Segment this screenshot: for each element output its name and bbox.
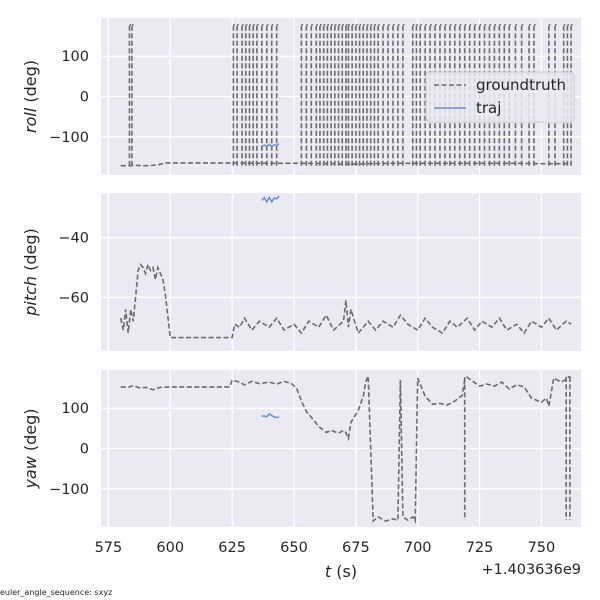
legend-label-traj: traj — [476, 99, 501, 117]
y-axis-label: roll (deg) — [21, 60, 40, 133]
y-tick-label: −60 — [58, 290, 89, 306]
subplot-yaw: −100 0 100 yaw (deg) — [21, 370, 581, 527]
x-offset-label: +1.403636e9 — [482, 562, 581, 578]
x-tick-label: 650 — [280, 540, 308, 556]
x-tick-label: 725 — [466, 540, 494, 556]
y-tick-label: 0 — [80, 90, 89, 106]
subplot-pitch: −60 −40 pitch (deg) — [21, 193, 581, 351]
x-tick-label: 625 — [218, 540, 246, 556]
y-axis-label: yaw (deg) — [21, 408, 40, 489]
x-tick-label: 675 — [342, 540, 370, 556]
y-tick-label: 100 — [61, 49, 89, 65]
legend-label-groundtruth: groundtruth — [476, 76, 566, 94]
x-tick-label: 600 — [156, 540, 184, 556]
x-tick-label: 750 — [528, 540, 556, 556]
y-tick-label: −100 — [49, 130, 89, 146]
euler-sequence-footnote: euler_angle_sequence: sxyz — [0, 588, 112, 597]
y-tick-label: −100 — [49, 482, 89, 498]
panel-background — [101, 193, 581, 351]
x-axis-label: t (s) — [325, 562, 357, 581]
y-tick-label: −40 — [58, 231, 89, 247]
y-tick-label: 100 — [61, 401, 89, 417]
x-tick-label: 575 — [95, 540, 123, 556]
y-axis-label: pitch (deg) — [21, 228, 40, 317]
y-tick-label: 0 — [80, 442, 89, 458]
legend: groundtruth traj — [426, 72, 574, 122]
x-tick-label: 700 — [404, 540, 432, 556]
